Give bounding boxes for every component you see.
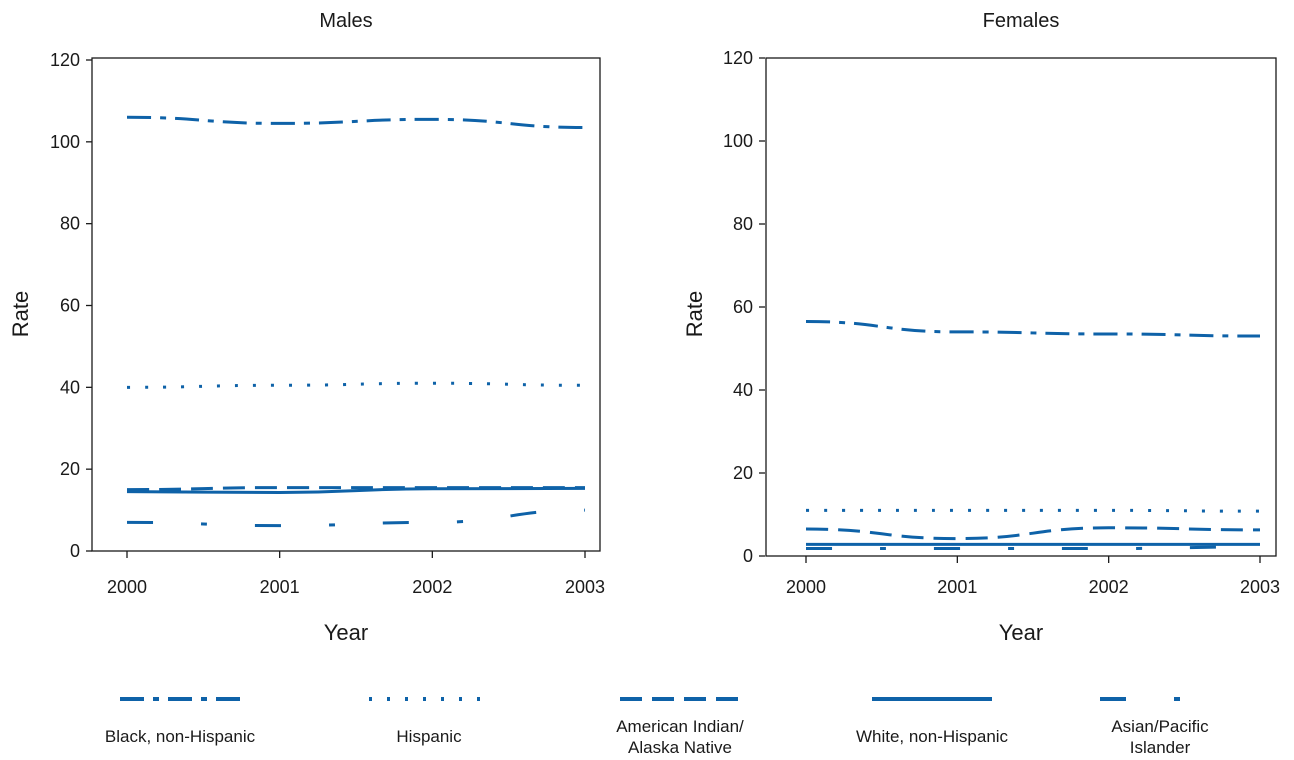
females-x-tick-label: 2002 — [1089, 577, 1129, 597]
males-y-axis-label: Rate — [8, 291, 33, 337]
males-series-asian-pacific-islander — [126, 508, 586, 528]
males-panel: Males Year Rate 0 20 40 60 80 100 120 2000 2001… — [8, 10, 605, 645]
females-x-tick-label: 2000 — [786, 577, 826, 597]
males-y-tick-label: 20 — [60, 459, 80, 479]
females-y-tick-label: 60 — [733, 297, 753, 317]
females-series-black-non-hispanic — [805, 320, 1261, 338]
females-y-tick-label: 80 — [733, 214, 753, 234]
females-title: Females — [983, 10, 1060, 32]
males-title: Males — [319, 10, 372, 32]
females-series-american-indian-alaska-native — [805, 526, 1261, 541]
legend-label: Alaska Native — [628, 738, 732, 757]
males-y-tick-label: 0 — [70, 541, 80, 561]
males-series-hispanic — [126, 381, 586, 389]
females-y-tick-label: 100 — [723, 131, 753, 151]
females-x-axis-label: Year — [999, 620, 1043, 645]
males-y-tick-label: 60 — [60, 296, 80, 316]
males-x-tick-label: 2003 — [565, 577, 605, 597]
females-y-tick-label: 0 — [743, 546, 753, 566]
legend-label: Hispanic — [396, 727, 462, 746]
males-y-tick-label: 40 — [60, 377, 80, 397]
males-series-white-non-hispanic — [126, 486, 586, 494]
females-panel: Females Year Rate 0 20 40 60 80 100 120 2000 20… — [682, 10, 1280, 645]
females-x-tick-label: 2003 — [1240, 577, 1280, 597]
females-y-tick-label: 20 — [733, 463, 753, 483]
females-plot-frame — [765, 57, 1277, 557]
legend: Black, non-Hispanic Hispanic American Indi… — [105, 697, 1220, 757]
females-series-hispanic — [806, 508, 1261, 513]
females-y-tick-label: 120 — [723, 48, 753, 68]
males-plot-frame — [91, 57, 601, 552]
males-y-tick-label: 80 — [60, 214, 80, 234]
legend-label: White, non-Hispanic — [856, 727, 1009, 746]
legend-label: American Indian/ — [616, 717, 744, 736]
males-x-tick-label: 2002 — [412, 577, 452, 597]
males-series-american-indian-alaska-native — [126, 486, 585, 492]
males-x-tick-label: 2000 — [107, 577, 147, 597]
females-y-tick-label: 40 — [733, 380, 753, 400]
males-x-tick-label: 2001 — [260, 577, 300, 597]
males-y-tick-label: 100 — [50, 132, 80, 152]
females-y-axis-label: Rate — [682, 291, 707, 337]
males-series-black-non-hispanic — [126, 115, 586, 130]
females-x-tick-label: 2001 — [937, 577, 977, 597]
females-series-asian-pacific-islander — [806, 545, 1261, 551]
legend-label: Asian/Pacific — [1111, 717, 1209, 736]
legend-label: Islander — [1130, 738, 1191, 757]
males-y-tick-label: 120 — [50, 50, 80, 70]
legend-label: Black, non-Hispanic — [105, 727, 256, 746]
males-x-axis-label: Year — [324, 620, 368, 645]
